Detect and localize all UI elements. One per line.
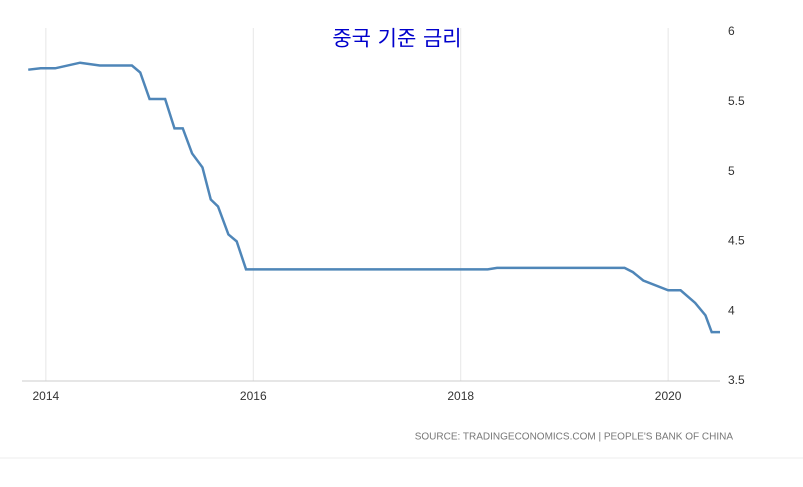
line-series bbox=[28, 61, 720, 334]
chart-title: 중국 기준 금리 bbox=[332, 27, 461, 51]
y-tick-label: 4 bbox=[728, 303, 735, 317]
y-tick-label: 5.5 bbox=[728, 94, 745, 108]
source: SOURCE: TRADINGECONOMICS.COM | PEOPLE'S … bbox=[415, 432, 734, 443]
x-tick-label: 2014 bbox=[33, 389, 60, 403]
y-tick-label: 5 bbox=[728, 164, 735, 178]
y-tick-label: 4.5 bbox=[728, 234, 745, 248]
x-tick-label: 2020 bbox=[655, 389, 682, 403]
y-tick-label: 3.5 bbox=[728, 373, 745, 387]
y-tick-label: 6 bbox=[728, 24, 735, 38]
x-tick-label: 2016 bbox=[240, 389, 267, 403]
x-tick-label: 2018 bbox=[447, 389, 474, 403]
